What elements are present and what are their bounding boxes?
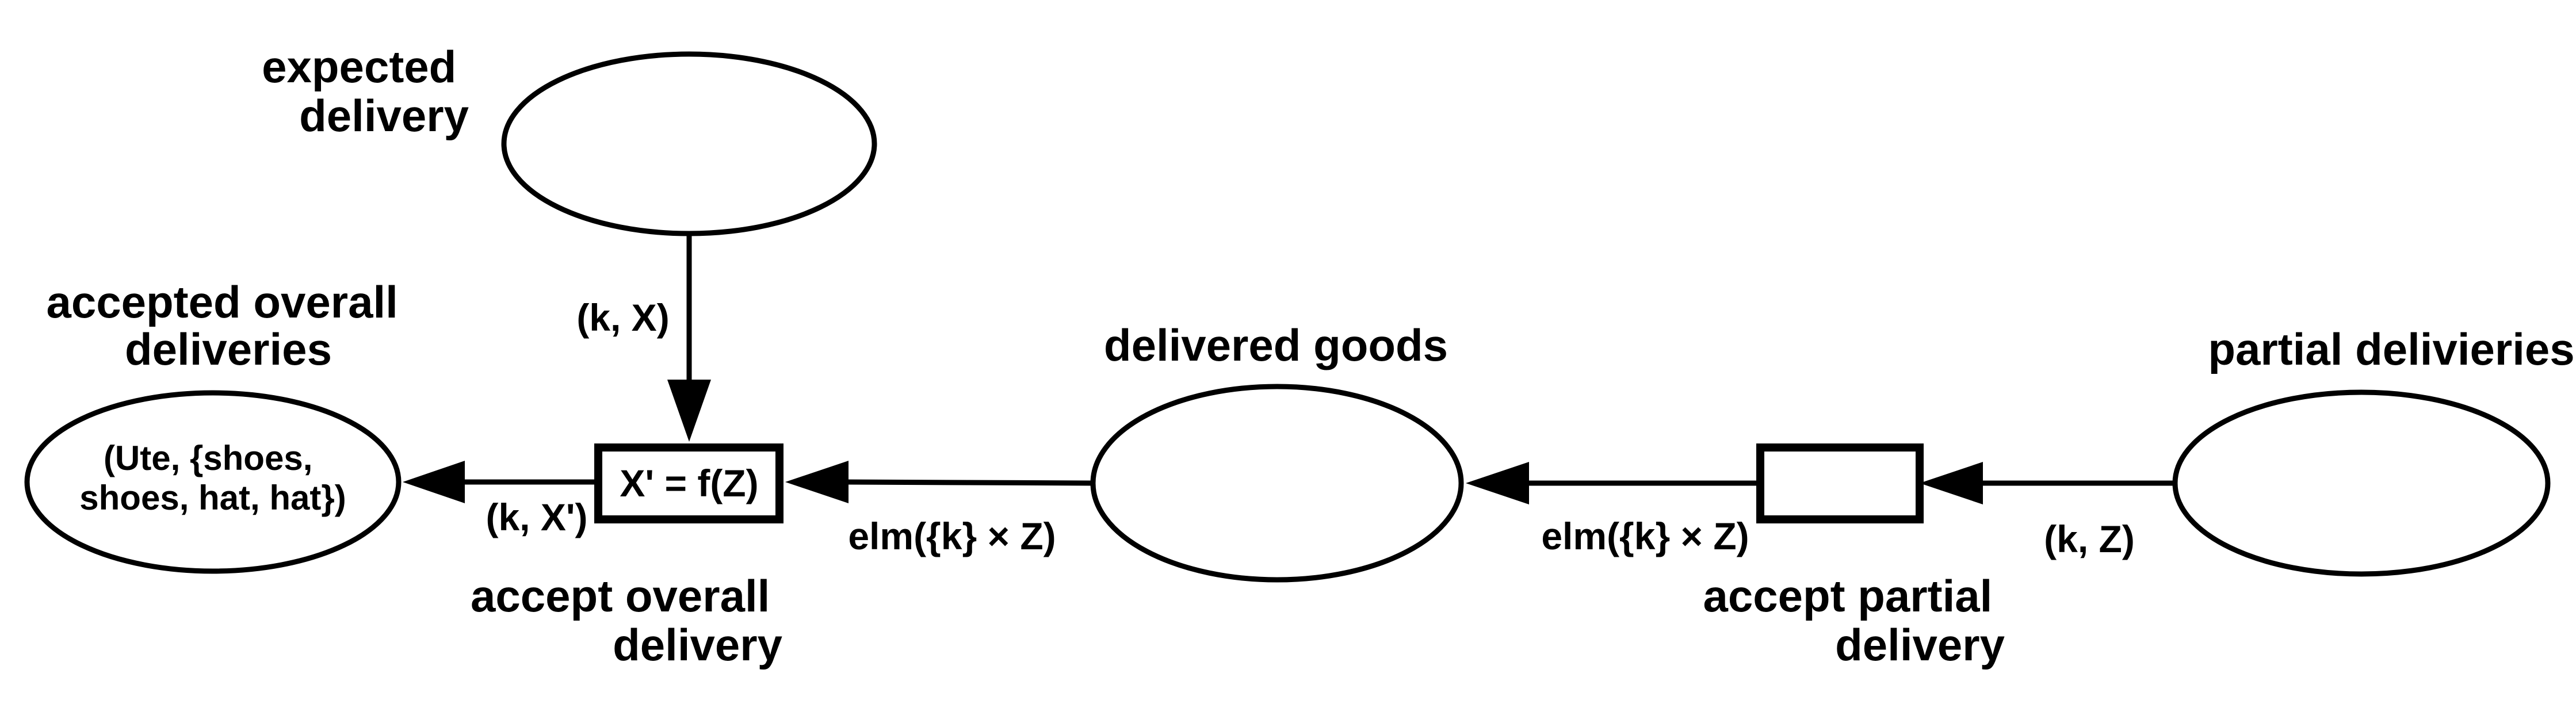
- transition-accept-overall-delivery: [594, 443, 783, 523]
- arc-label-partial-transition-to-goods: elm({k} × Z): [1541, 515, 1749, 557]
- arc-label-overall-to-accepted: (k, X'): [486, 496, 587, 538]
- overall-transition-inscription: X' = f(Z): [620, 462, 758, 504]
- accept-partial-delivery-label: accept partial delivery: [1703, 571, 2005, 670]
- accepted-overall-token: (Ute, {shoes, shoes, hat, hat}): [79, 439, 346, 517]
- arrowhead-partial-transition-to-goods: [1466, 462, 1529, 504]
- arrowhead-partial-place-to-transition: [1920, 462, 1983, 504]
- arc-label-expected-to-overall: (k, X): [576, 296, 669, 339]
- expected-delivery-label: expected delivery: [262, 41, 469, 141]
- transition-accept-partial-delivery: [1756, 443, 1924, 523]
- place-expected-delivery: [501, 51, 877, 236]
- accept-overall-delivery-label: accept overall delivery: [471, 571, 782, 670]
- delivered-goods-label: delivered goods: [1104, 320, 1448, 370]
- arrowhead-goods-to-overall: [785, 461, 849, 503]
- place-delivered-goods: [1090, 384, 1464, 583]
- partial-deliveries-label: partial delivieries: [2208, 324, 2574, 374]
- arrowhead-expected-to-overall: [667, 380, 711, 442]
- arrowhead-overall-to-accepted: [403, 461, 465, 503]
- arc-label-goods-to-overall: elm({k} × Z): [848, 515, 1056, 557]
- place-accepted-overall-deliveries: [24, 390, 402, 574]
- arc-goods-to-overall: [845, 479, 1094, 486]
- accepted-overall-deliveries-label: accepted overall deliveries: [47, 277, 411, 374]
- place-partial-deliveries: [2172, 389, 2551, 577]
- arc-label-partial-place-to-transition: (k, Z): [2044, 518, 2135, 560]
